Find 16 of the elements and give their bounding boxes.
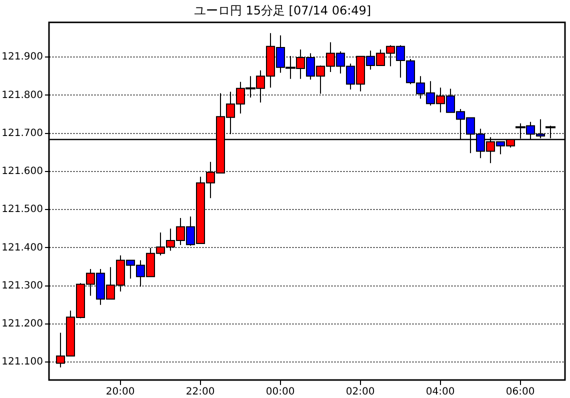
y-tick-label: 121.100: [2, 356, 43, 368]
y-tick-label: 121.500: [2, 204, 43, 216]
x-tick-label: 02:00: [346, 386, 375, 398]
x-tick-label: 00:00: [266, 386, 295, 398]
y-tick-label: 121.900: [2, 52, 43, 63]
y-tick-label: 121.700: [2, 128, 43, 139]
y-tick-label: 121.200: [2, 318, 43, 330]
y-tick-label: 121.800: [2, 90, 43, 101]
x-tick-label: 06:00: [506, 386, 535, 398]
y-tick-label: 121.400: [2, 242, 43, 254]
x-tick-label: 20:00: [106, 386, 135, 398]
y-tick-label: 121.600: [2, 166, 43, 178]
chart-title: ユーロ円 15分足 [07/14 06:49]: [194, 3, 372, 18]
x-tick-label: 04:00: [426, 386, 455, 398]
x-tick-label: 22:00: [186, 386, 215, 398]
y-tick-label: 121.300: [2, 280, 43, 292]
